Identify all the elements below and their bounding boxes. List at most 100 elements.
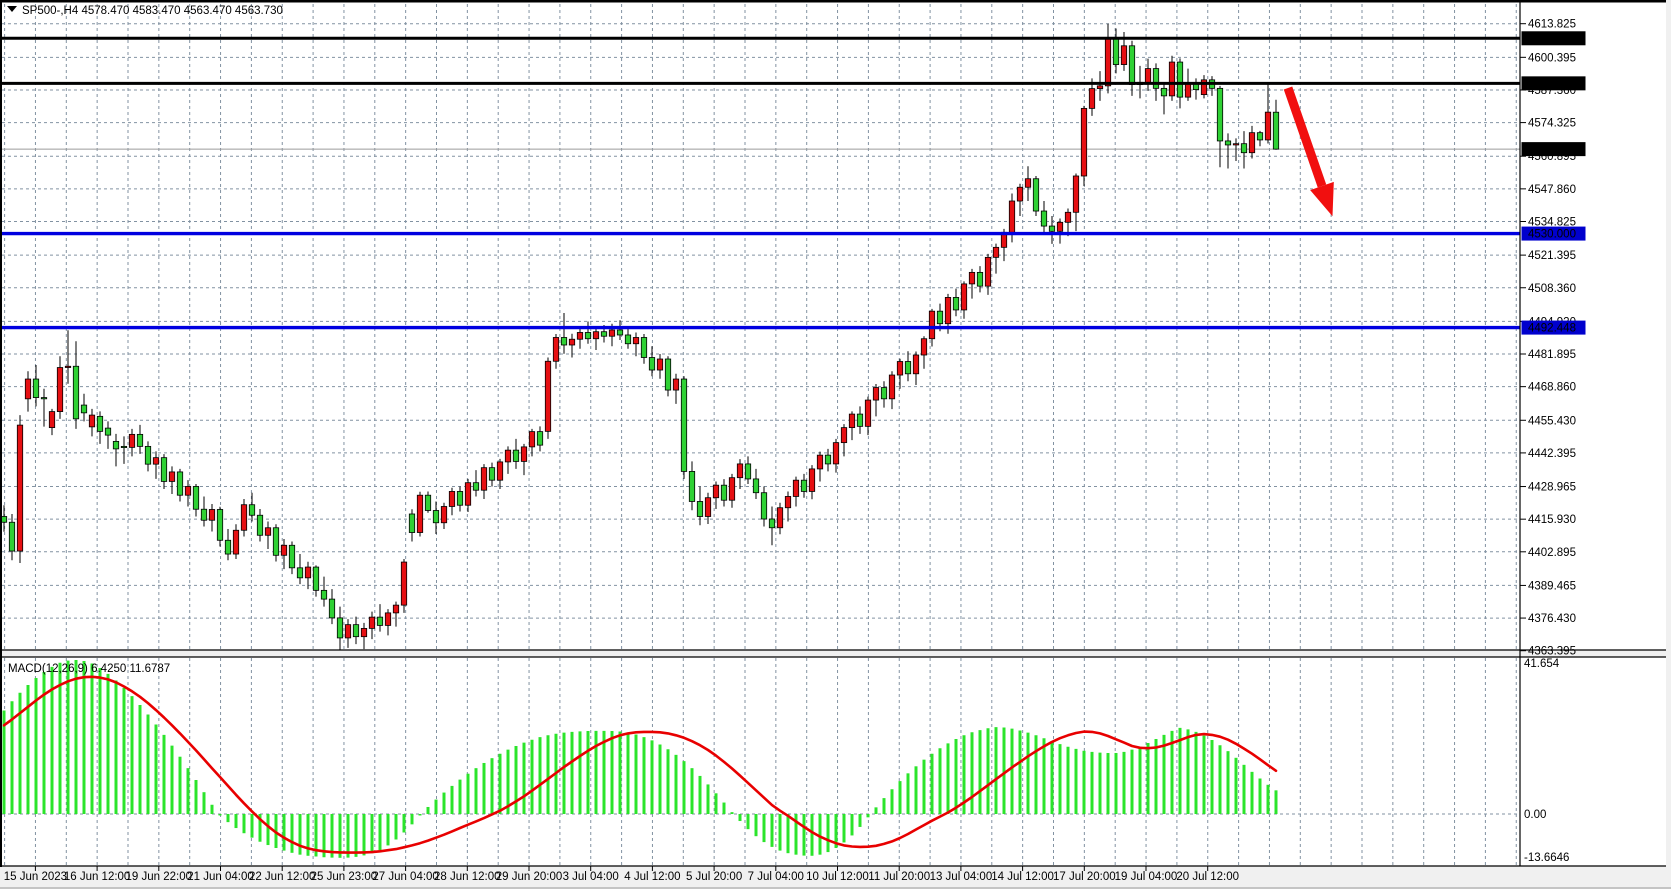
- candle-body: [1048, 225, 1056, 232]
- time-tick-label: 17 Jul 20:00: [1053, 871, 1116, 883]
- candle-body: [1096, 85, 1104, 90]
- price-tick-label: 4521.395: [1528, 250, 1576, 262]
- candle-body: [1032, 178, 1040, 212]
- price-tick-label: 4481.895: [1528, 349, 1576, 361]
- candle-body: [8, 521, 16, 552]
- time-tick-label: 21 Jun 04:00: [187, 871, 254, 883]
- candle-body: [328, 598, 336, 619]
- candle-body: [560, 337, 568, 346]
- candle-body: [1216, 87, 1224, 142]
- candle-body: [1160, 87, 1168, 97]
- candle-body: [800, 479, 808, 492]
- candle-body: [544, 360, 552, 432]
- candle-body: [184, 486, 192, 496]
- arrow-head[interactable]: [1310, 181, 1334, 217]
- candle-body: [288, 544, 296, 569]
- time-tick-label: 5 Jul 20:00: [686, 871, 742, 883]
- time-tick-label: 4 Jul 12:00: [624, 871, 680, 883]
- time-tick-label: 7 Jul 04:00: [748, 871, 804, 883]
- candle-body: [824, 454, 832, 465]
- candle-body: [1232, 143, 1240, 146]
- candle-body: [872, 387, 880, 401]
- candle-body: [224, 539, 232, 555]
- candle-body: [1088, 88, 1096, 109]
- symbol-dropdown-icon[interactable]: [7, 6, 17, 12]
- candle-body: [760, 492, 768, 520]
- candle-body: [16, 424, 24, 552]
- time-tick-label: 16 Jun 12:00: [64, 871, 131, 883]
- candle-body: [304, 566, 312, 579]
- candle-body: [616, 329, 624, 336]
- candle-body: [1264, 111, 1272, 141]
- price-tick-label: 4376.430: [1528, 613, 1576, 625]
- price-tick-label: 4402.895: [1528, 547, 1576, 559]
- candle-body: [1168, 61, 1176, 97]
- candle-body: [320, 589, 328, 600]
- window-edge-right: [1666, 0, 1671, 889]
- candle-body: [88, 414, 96, 428]
- panel-splitter[interactable]: [2, 650, 1666, 657]
- candle-body: [888, 374, 896, 400]
- level-price-label: 4590.000: [1528, 78, 1576, 90]
- candle-body: [576, 332, 584, 340]
- candle-body: [672, 378, 680, 391]
- chart-background: [2, 2, 1666, 866]
- candle-body: [1072, 175, 1080, 213]
- candle-body: [1024, 178, 1032, 188]
- candle-body: [392, 604, 400, 614]
- time-tick-label: 28 Jun 12:00: [434, 871, 501, 883]
- candle-body: [200, 508, 208, 521]
- price-tick-label: 4468.860: [1528, 382, 1576, 394]
- level-price-label: 4530.000: [1528, 229, 1576, 241]
- macd-indicator-label: MACD(12,26,9) 6.4250 11.6787: [8, 663, 170, 675]
- candle-body: [792, 479, 800, 497]
- candle-body: [216, 509, 224, 541]
- candle-body: [624, 334, 632, 345]
- candle-body: [24, 378, 32, 400]
- candle-body: [264, 527, 272, 536]
- candle-body: [520, 446, 528, 462]
- candle-body: [720, 484, 728, 501]
- candle-body: [1040, 210, 1048, 227]
- candle-body: [632, 337, 640, 345]
- candle-body: [488, 467, 496, 481]
- candle-body: [408, 513, 416, 533]
- candle-body: [112, 440, 120, 450]
- candle-body: [896, 361, 904, 376]
- price-tick-label: 4600.395: [1528, 52, 1576, 64]
- candle-body: [1200, 79, 1208, 96]
- candle-body: [992, 246, 1000, 258]
- candle-body: [928, 310, 936, 340]
- candle-body: [1240, 143, 1248, 154]
- candle-body: [256, 514, 264, 536]
- candle-body: [104, 427, 112, 436]
- price-tick-label: 4442.395: [1528, 448, 1576, 460]
- macd-signal-line: [2, 675, 1278, 854]
- candle-body: [584, 332, 592, 340]
- candle-body: [1056, 221, 1064, 232]
- candle-body: [968, 271, 976, 285]
- candle-body: [56, 367, 64, 412]
- candle-body: [1176, 61, 1184, 98]
- candle-body: [456, 491, 464, 506]
- price-axis[interactable]: 4613.8254600.3954587.3604574.3254560.895…: [1520, 19, 1586, 864]
- candle-body: [80, 404, 88, 414]
- candle-body: [72, 365, 80, 420]
- candle-body: [160, 457, 168, 482]
- candle-body: [136, 433, 144, 447]
- time-tick-label: 29 Jun 20:00: [496, 871, 563, 883]
- level-price-label-bg: [1521, 226, 1586, 241]
- level-price-label: 4492.448: [1528, 323, 1576, 335]
- candle-body: [1008, 200, 1016, 233]
- current-price-label-bg: [1521, 142, 1586, 157]
- sell-arrow-annotation[interactable]: [1283, 86, 1334, 217]
- candle-body: [296, 567, 304, 579]
- arrow-shaft[interactable]: [1283, 86, 1327, 188]
- candle-body: [736, 463, 744, 479]
- candle-body: [976, 271, 984, 287]
- time-axis-strip[interactable]: [0, 867, 1671, 889]
- candle-body: [384, 612, 392, 626]
